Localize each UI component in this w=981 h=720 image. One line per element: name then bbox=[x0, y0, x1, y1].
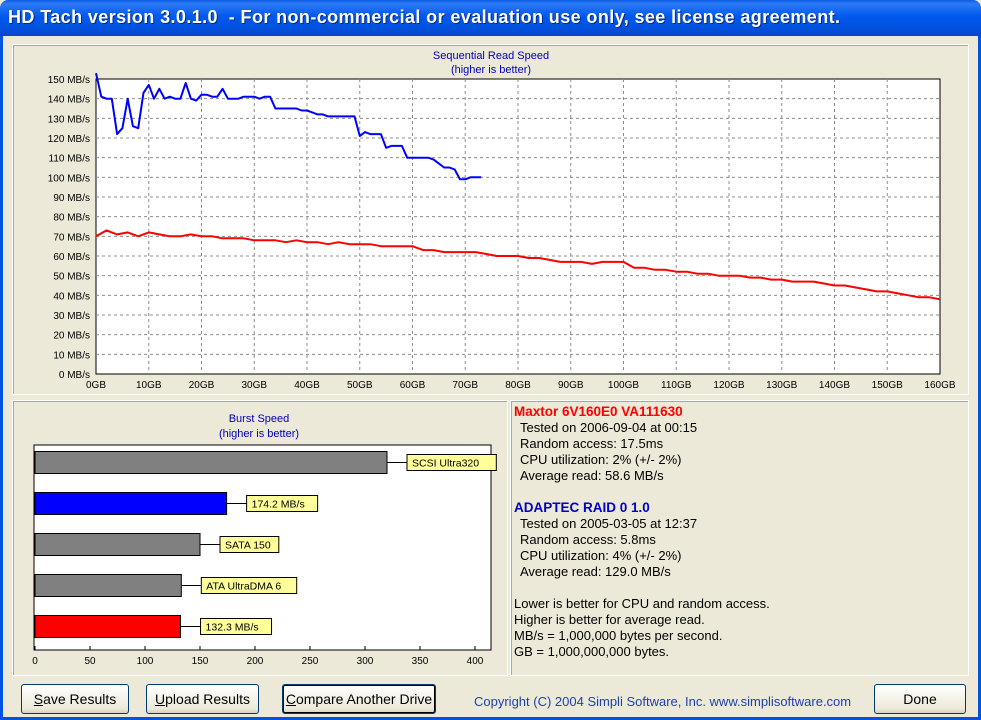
x-tick-label: 40GB bbox=[294, 380, 320, 391]
x-tick-label: 160GB bbox=[924, 380, 955, 391]
x-tick-label: 250 bbox=[302, 656, 319, 667]
x-tick-label: 150GB bbox=[872, 380, 903, 391]
burst-bar bbox=[34, 451, 388, 474]
window-title: HD Tach version 3.0.1.0 - For non-commer… bbox=[8, 7, 841, 27]
x-tick-label: 50 bbox=[84, 656, 96, 667]
compare-label: ompare Another Drive bbox=[295, 691, 433, 707]
note-line: MB/s = 1,000,000 bytes per second. bbox=[514, 628, 723, 643]
x-tick-label: 400 bbox=[467, 656, 484, 667]
burst-bar-label: 174.2 MB/s bbox=[252, 499, 305, 511]
x-tick-label: 30GB bbox=[241, 380, 267, 391]
drive2-average-read: Average read: 129.0 MB/s bbox=[520, 564, 671, 579]
copyright-text: Copyright (C) 2004 Simpli Software, Inc.… bbox=[474, 694, 852, 709]
note-line: Higher is better for average read. bbox=[514, 612, 705, 627]
save-results-button[interactable]: Save Results bbox=[21, 684, 129, 714]
upload-results-label: pload Results bbox=[165, 691, 250, 707]
drive2-tested: Tested on 2005-03-05 at 12:37 bbox=[520, 516, 698, 531]
sequential-chart-subtitle: (higher is better) bbox=[451, 64, 531, 76]
y-tick-label: 130 MB/s bbox=[48, 114, 90, 125]
x-tick-label: 130GB bbox=[766, 380, 797, 391]
burst-chart-subtitle: (higher is better) bbox=[219, 428, 299, 440]
drive1-cpu: CPU utilization: 2% (+/- 2%) bbox=[520, 452, 682, 467]
x-tick-label: 300 bbox=[357, 656, 374, 667]
save-results-label: ave Results bbox=[43, 691, 117, 707]
compare-mnemonic: C bbox=[285, 691, 296, 707]
x-tick-label: 60GB bbox=[400, 380, 426, 391]
burst-bar-label: SCSI Ultra320 bbox=[412, 458, 479, 470]
burst-bar-label: ATA UltraDMA 6 bbox=[206, 581, 281, 593]
results-text: Maxtor 6V160E0 VA111630 Tested on 2006-0… bbox=[514, 404, 964, 660]
y-tick-label: 50 MB/s bbox=[53, 272, 90, 283]
upload-results-mnemonic: U bbox=[155, 691, 166, 707]
note-line: GB = 1,000,000,000 bytes. bbox=[514, 644, 670, 659]
x-tick-label: 100 bbox=[137, 656, 154, 667]
x-tick-label: 0GB bbox=[86, 380, 106, 391]
y-tick-label: 60 MB/s bbox=[53, 252, 90, 263]
drive2-name: ADAPTEC RAID 0 1.0 bbox=[514, 500, 650, 515]
x-tick-label: 350 bbox=[412, 656, 429, 667]
burst-bar bbox=[34, 615, 182, 638]
drive2-cpu: CPU utilization: 4% (+/- 2%) bbox=[520, 548, 682, 563]
burst-bar bbox=[34, 574, 182, 597]
upload-results-button[interactable]: Upload Results bbox=[146, 684, 259, 714]
drive1-tested: Tested on 2006-09-04 at 00:15 bbox=[520, 420, 698, 435]
x-tick-label: 80GB bbox=[505, 380, 531, 391]
y-tick-label: 140 MB/s bbox=[48, 95, 90, 106]
y-tick-label: 90 MB/s bbox=[53, 193, 90, 204]
save-results-mnemonic: S bbox=[33, 691, 44, 707]
burst-label-box bbox=[406, 454, 497, 471]
y-tick-label: 20 MB/s bbox=[53, 331, 90, 342]
drive1-random-access: Random access: 17.5ms bbox=[520, 436, 664, 451]
burst-bar bbox=[34, 533, 201, 556]
burst-chart-title: Burst Speed bbox=[229, 413, 290, 425]
y-tick-label: 110 MB/s bbox=[49, 154, 91, 165]
title-bar[interactable]: HD Tach version 3.0.1.0 - For non-commer… bbox=[0, 0, 981, 36]
x-tick-label: 70GB bbox=[452, 380, 478, 391]
x-tick-label: 0 bbox=[32, 656, 38, 667]
drive1-average-read: Average read: 58.6 MB/s bbox=[520, 468, 664, 483]
y-tick-label: 10 MB/s bbox=[53, 350, 90, 361]
burst-bar-label: SATA 150 bbox=[225, 540, 271, 552]
drive2-random-access: Random access: 5.8ms bbox=[520, 532, 656, 547]
burst-bar bbox=[34, 492, 228, 515]
maxtor-read-line bbox=[95, 229, 941, 301]
sequential-read-panel: Sequential Read Speed (higher is better)… bbox=[12, 44, 969, 395]
burst-label-box bbox=[219, 536, 280, 553]
burst-speed-chart: Burst Speed (higher is better) SCSI Ultr… bbox=[32, 413, 497, 667]
y-tick-label: 150 MB/s bbox=[48, 75, 90, 86]
burst-bar-label: 132.3 MB/s bbox=[206, 622, 259, 634]
x-tick-label: 20GB bbox=[189, 380, 215, 391]
y-tick-label: 120 MB/s bbox=[48, 134, 90, 145]
x-tick-label: 120GB bbox=[713, 380, 744, 391]
compare-another-drive-button[interactable]: Compare Another Drive bbox=[282, 684, 436, 714]
x-tick-label: 90GB bbox=[558, 380, 584, 391]
done-button[interactable]: Done bbox=[874, 684, 966, 714]
x-tick-label: 100GB bbox=[608, 380, 639, 391]
sequential-chart-title: Sequential Read Speed bbox=[433, 50, 549, 62]
x-tick-label: 50GB bbox=[347, 380, 373, 391]
burst-label-box bbox=[200, 577, 298, 594]
y-tick-label: 30 MB/s bbox=[53, 311, 90, 322]
y-tick-label: 40 MB/s bbox=[53, 291, 90, 302]
x-tick-label: 110GB bbox=[661, 380, 692, 391]
x-tick-label: 200 bbox=[247, 656, 264, 667]
drive1-name: Maxtor 6V160E0 VA111630 bbox=[514, 404, 683, 419]
y-tick-label: 80 MB/s bbox=[53, 213, 90, 224]
results-panel: Maxtor 6V160E0 VA111630 Tested on 2006-0… bbox=[510, 400, 969, 676]
sequential-read-chart: Sequential Read Speed (higher is better)… bbox=[48, 50, 956, 391]
x-tick-label: 150 bbox=[192, 656, 209, 667]
adaptec-read-line bbox=[95, 72, 482, 181]
burst-speed-panel: Burst Speed (higher is better) SCSI Ultr… bbox=[12, 400, 508, 676]
y-tick-label: 100 MB/s bbox=[48, 173, 90, 184]
burst-label-box bbox=[246, 495, 319, 512]
note-line: Lower is better for CPU and random acces… bbox=[514, 596, 770, 611]
y-tick-label: 0 MB/s bbox=[59, 370, 90, 381]
y-tick-label: 70 MB/s bbox=[53, 232, 90, 243]
burst-label-box bbox=[200, 618, 273, 635]
x-tick-label: 10GB bbox=[136, 380, 162, 391]
x-tick-label: 140GB bbox=[819, 380, 850, 391]
